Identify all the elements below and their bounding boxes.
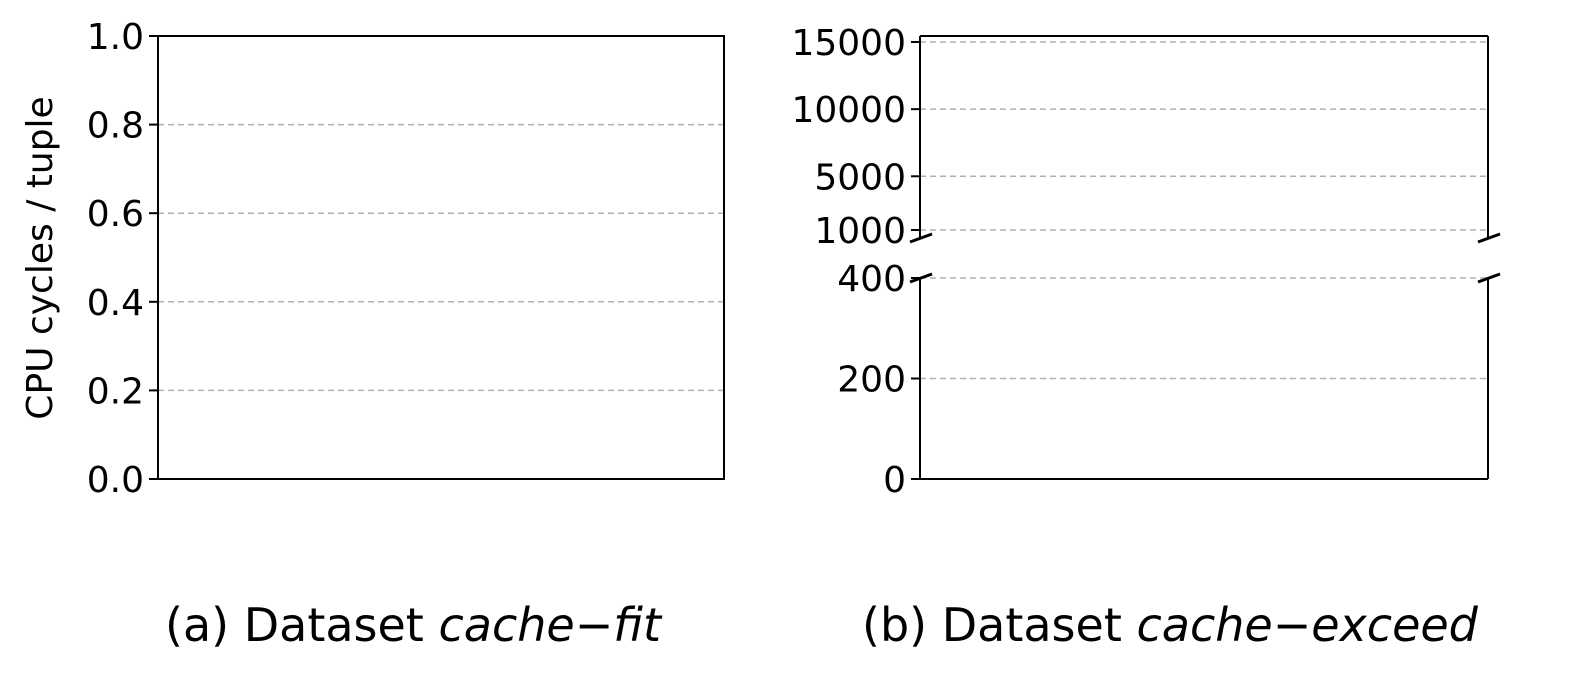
panel-a-y-tick-label: 0.6 — [87, 194, 144, 235]
panel-a-y-tick-label: 0.2 — [87, 371, 144, 412]
panel-b-caption-dataset: cache−exceed — [1136, 598, 1478, 652]
panel-a-axes-frame — [157, 35, 725, 480]
panel-b-lower-y-tick-label: 200 — [837, 360, 906, 401]
panel-b-upper-y-tick-label: 1000 — [814, 211, 906, 252]
panel-a-plot: 0.0 0.2 0.4 0.6 0.8 1.0 CPU cycles / tuple — [20, 17, 725, 501]
panel-a-caption-prefix: (a) Dataset — [165, 598, 424, 652]
panel-b-gridlines — [920, 41, 1488, 380]
panel-a-y-tick-label: 0.0 — [87, 460, 144, 501]
panel-b-break-mark-lower-left — [909, 272, 933, 284]
panel-b-break-mark-lower-right — [1477, 272, 1501, 284]
panel-a-gridlines — [158, 123, 724, 392]
panel-a-y-axis-label: CPU cycles / tuple — [20, 96, 61, 419]
panel-b-break-mark-upper-right — [1477, 232, 1501, 244]
panel-a-y-tick-label: 1.0 — [87, 17, 144, 58]
panel-a-y-tick-label: 0.4 — [87, 283, 144, 324]
panel-b-plot: 0 200 400 1000 5000 10000 15000 — [791, 23, 1501, 501]
panel-b-upper-y-tick-label: 5000 — [814, 157, 906, 198]
panel-b-break-mark-upper-left — [909, 232, 933, 244]
panel-b-caption-prefix: (b) Dataset — [862, 598, 1122, 652]
panel-b-caption: (b) Dataset cache−exceed — [862, 598, 1478, 652]
panel-b-y-ticks: 0 200 400 1000 5000 10000 15000 — [791, 23, 920, 501]
panel-b-upper-y-tick-label: 10000 — [791, 90, 906, 131]
panel-a-y-ticks: 0.0 0.2 0.4 0.6 0.8 1.0 — [87, 17, 158, 501]
panel-a-caption-dataset: cache−fit — [438, 598, 661, 652]
panel-b-lower-y-tick-label: 0 — [883, 460, 906, 501]
panel-a-caption: (a) Dataset cache−fit — [165, 598, 661, 652]
panel-b-upper-y-tick-label: 15000 — [791, 23, 906, 64]
panel-b-lower-y-tick-label: 400 — [837, 259, 906, 300]
panel-a-y-tick-label: 0.8 — [87, 106, 144, 147]
